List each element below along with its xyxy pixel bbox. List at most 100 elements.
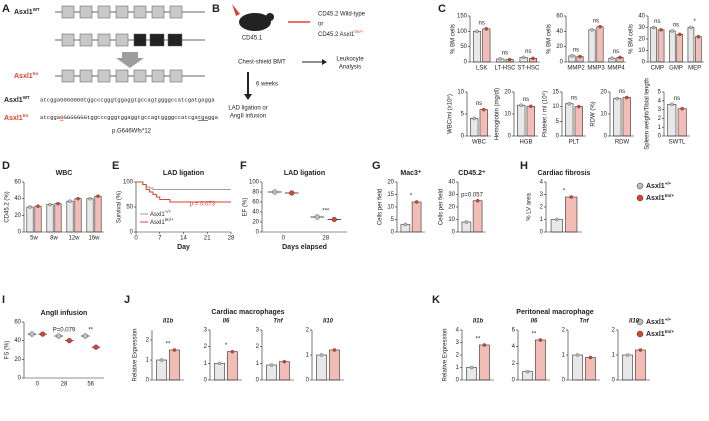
bar <box>517 104 526 137</box>
point <box>625 95 629 100</box>
x-tick-label: HGB <box>519 140 532 146</box>
bar <box>572 354 584 381</box>
y-tick-label: 0 <box>146 378 150 384</box>
point <box>578 54 582 59</box>
bar <box>676 34 684 63</box>
seq-part: atcgga <box>40 114 61 121</box>
y-axis-label: Cells per field <box>378 189 384 225</box>
label-sup: tm/+ <box>665 329 675 334</box>
bar <box>650 27 657 63</box>
significance-label: ns <box>523 97 529 103</box>
x-tick-label: RDW <box>615 140 630 146</box>
bar <box>226 351 238 381</box>
donor-label: CD45.2 Asxl1tm/+ <box>318 29 364 38</box>
procedure-label: AngII infusion <box>230 114 266 120</box>
significance-label: ns <box>673 23 679 29</box>
point <box>519 103 523 107</box>
significance-label: ns <box>593 18 599 24</box>
significance-label: * <box>563 189 566 195</box>
x-tick-label: 8w <box>50 236 58 242</box>
protein-change: p.G646Wfs*12 <box>112 129 152 135</box>
x-tick-label: 56 <box>87 382 94 388</box>
panel-label: I <box>2 294 5 306</box>
y-tick-label: 60 <box>556 14 563 20</box>
donor-label: CD45.2 Wild-type <box>318 12 366 18</box>
point <box>538 338 543 342</box>
point <box>569 195 573 199</box>
panel-label: E <box>112 160 119 172</box>
y-axis-label: Relative Expression <box>133 328 139 381</box>
bar <box>550 219 563 233</box>
legend-label: Asxl1+/+ <box>646 317 672 326</box>
y-tick-label: 60 <box>14 180 21 186</box>
label-base: Asxl1 <box>14 73 33 80</box>
y-tick-label: 100 <box>249 180 260 186</box>
legend-swatch <box>636 182 644 190</box>
chart-title: Il1b <box>473 319 484 325</box>
y-tick-label: 0 <box>204 378 208 384</box>
y-tick-label: 20 <box>448 205 455 211</box>
sequence: atcggaGGGGGGGtggcccgggtggaggtgccagtggggc… <box>40 96 215 103</box>
point <box>677 32 682 37</box>
point <box>272 189 278 195</box>
y-tick-label: 50 <box>460 44 467 50</box>
chart-title: AngII infusion <box>41 310 88 317</box>
point <box>484 27 489 31</box>
bar <box>634 349 646 381</box>
x-tick-label: 21 <box>204 236 211 242</box>
x-tick-label: 0 <box>36 382 40 388</box>
y-tick-label: 0 <box>18 230 22 236</box>
label-base: Asxl1 <box>4 97 23 104</box>
label-base: Asxl1 <box>646 331 665 338</box>
procedure-label: LAD ligation or <box>228 106 267 112</box>
or-label: or <box>318 22 323 28</box>
y-tick-label: 0 <box>456 378 460 384</box>
legend-label: Asxl1+/+ <box>646 181 672 190</box>
seq-part: tga <box>198 114 209 121</box>
point <box>689 25 693 30</box>
label-sup: WT <box>23 95 30 100</box>
analysis-label: Analysis <box>339 65 361 71</box>
y-tick-label: 4 <box>512 344 516 350</box>
bar <box>657 29 665 63</box>
y-tick-label: 15 <box>552 90 559 96</box>
y-tick-label: 0 <box>540 230 544 236</box>
bar <box>470 118 479 137</box>
label-base: CD45.2 Asxl1 <box>318 32 355 38</box>
significance-label: ns <box>613 49 619 55</box>
panel-label: C <box>438 3 446 15</box>
y-tick-label: 60 <box>14 320 21 326</box>
x-tick-label: 0 <box>134 236 138 242</box>
y-tick-label: 10 <box>552 104 559 110</box>
bar <box>34 205 42 233</box>
bar <box>478 344 490 381</box>
y-tick-label: 2 <box>512 361 516 367</box>
y-axis-label: % BM cells <box>547 24 553 54</box>
x-tick-label: PLT <box>569 140 580 146</box>
label-sup: tm/+ <box>165 217 174 222</box>
bar <box>86 198 94 233</box>
y-axis-label: Cells per field <box>439 189 445 225</box>
y-tick-label: 50 <box>126 205 133 211</box>
bar <box>668 30 676 63</box>
x-tick-label: CMP <box>651 66 664 72</box>
point <box>651 25 656 30</box>
significance-label: ns <box>525 49 531 55</box>
x-tick-label: MMP3 <box>587 66 605 72</box>
y-tick-label: 1 <box>204 361 208 367</box>
bar <box>534 339 546 381</box>
y-tick-label: 2 <box>540 205 544 211</box>
schematic-a: Asxl1WT Asxl1tm Asxl1WT atcggaGGGGGGGtgg… <box>4 5 219 135</box>
point <box>28 205 32 209</box>
significance-label: ns <box>476 101 482 107</box>
chart-title: Il10 <box>629 319 640 325</box>
y-tick-label: 0 <box>612 378 616 384</box>
bar <box>168 349 180 381</box>
bar <box>596 26 604 63</box>
y-tick-label: 0 <box>461 134 465 140</box>
bar <box>411 201 422 233</box>
chart-title: WBC <box>56 170 73 177</box>
bar <box>266 364 278 381</box>
y-tick-label: 0 <box>604 134 608 140</box>
y-tick-label: 0 <box>306 378 310 384</box>
